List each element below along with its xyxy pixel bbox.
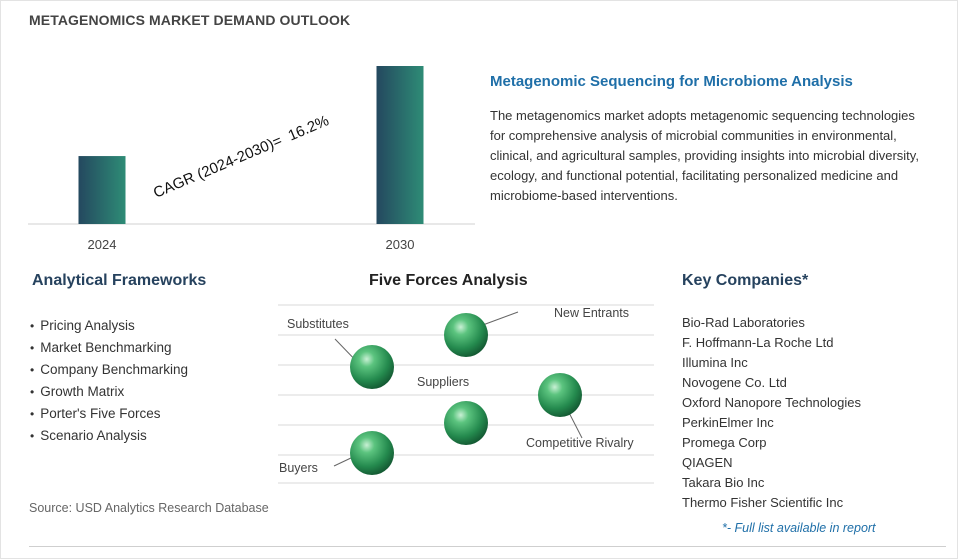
- five-forces-heading: Five Forces Analysis: [369, 272, 528, 289]
- list-item: Bio-Rad Laboratories: [682, 315, 805, 330]
- list-item: Thermo Fisher Scientific Inc: [682, 495, 844, 510]
- list-item: Illumina Inc: [682, 355, 748, 370]
- list-item: Scenario Analysis: [30, 425, 188, 447]
- description-heading: Metagenomic Sequencing for Microbiome An…: [490, 73, 853, 90]
- list-item: Porter's Five Forces: [30, 403, 188, 425]
- force-label-new-entrants: New Entrants: [554, 306, 629, 320]
- frameworks-list: Pricing Analysis Market Benchmarking Com…: [30, 315, 188, 447]
- sphere-competitive-rivalry: [538, 373, 582, 417]
- bar-chart: 2024 2030 CAGR (2024-2030)= 16.2%: [28, 66, 475, 252]
- source-note: Source: USD Analytics Research Database: [29, 501, 269, 515]
- list-item: Oxford Nanopore Technologies: [682, 395, 861, 410]
- companies-heading: Key Companies*: [682, 272, 809, 289]
- list-item: PerkinElmer Inc: [682, 415, 774, 430]
- five-forces-grid: [278, 304, 654, 484]
- five-forces-diagram: New Entrants Substitutes Suppliers Compe…: [278, 304, 654, 484]
- force-label-substitutes: Substitutes: [287, 317, 349, 331]
- force-label-buyers: Buyers: [279, 461, 318, 475]
- list-item: F. Hoffmann-La Roche Ltd: [682, 335, 834, 350]
- bar-2030: [376, 66, 424, 224]
- companies-note: *- Full list available in report: [722, 521, 876, 535]
- frameworks-heading: Analytical Frameworks: [32, 272, 207, 289]
- page-title: METAGENOMICS MARKET DEMAND OUTLOOK: [29, 12, 351, 28]
- force-label-suppliers: Suppliers: [417, 375, 469, 389]
- x-tick-2024: 2024: [88, 237, 117, 252]
- list-item: Growth Matrix: [30, 381, 188, 403]
- list-item: QIAGEN: [682, 455, 733, 470]
- list-item: Promega Corp: [682, 435, 767, 450]
- sphere-buyers: [350, 431, 394, 475]
- list-item: Company Benchmarking: [30, 359, 188, 381]
- description-text: The metagenomics market adopts metagenom…: [490, 108, 919, 203]
- list-item: Takara Bio Inc: [682, 475, 765, 490]
- cagr-annotation: CAGR (2024-2030)= 16.2%: [151, 112, 331, 201]
- bar-2024: [78, 156, 126, 224]
- bottom-divider: [29, 546, 946, 547]
- force-label-competitive-rivalry: Competitive Rivalry: [526, 436, 634, 450]
- list-item: Pricing Analysis: [30, 315, 188, 337]
- sphere-substitutes: [350, 345, 394, 389]
- list-item: Novogene Co. Ltd: [682, 375, 787, 390]
- sphere-suppliers: [444, 401, 488, 445]
- companies-list: Bio-Rad Laboratories F. Hoffmann-La Roch…: [682, 313, 861, 513]
- x-tick-2030: 2030: [386, 237, 415, 252]
- sphere-new-entrants: [444, 313, 488, 357]
- list-item: Market Benchmarking: [30, 337, 188, 359]
